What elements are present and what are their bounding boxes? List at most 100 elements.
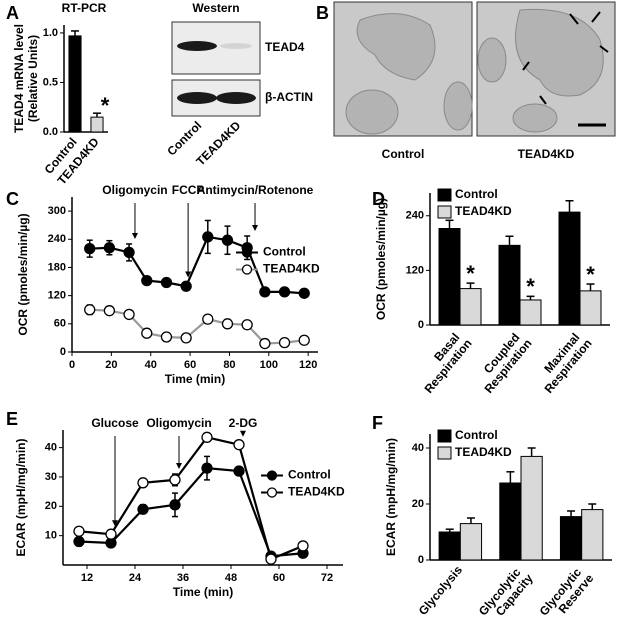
bar	[558, 211, 581, 326]
x-axis-label: Time (min)	[165, 372, 225, 386]
annotation: Oligomycin	[146, 416, 211, 430]
bar	[519, 299, 542, 326]
marker	[259, 286, 271, 298]
legend-swatch	[437, 205, 452, 219]
annotation-arrowhead	[185, 271, 192, 278]
annotation-arrowhead	[131, 232, 138, 239]
x-tick-label: 60	[273, 572, 285, 584]
legend-swatch	[437, 429, 452, 443]
bar	[68, 35, 82, 133]
x-tick-label: 80	[223, 359, 235, 371]
y-tick-label: 240	[406, 210, 424, 222]
panel-letter: F	[372, 413, 383, 433]
y-tick-label: 30	[45, 471, 57, 483]
marker	[278, 286, 291, 298]
y-axis-label: ECAR (mpH/mg/min)	[384, 438, 398, 556]
band-label: β-ACTIN	[265, 90, 313, 104]
marker	[202, 231, 214, 243]
marker	[141, 327, 153, 339]
annotation: Antimycin/Rotenone	[197, 183, 314, 197]
y-axis-label: ECAR (mpH/mg/min)	[14, 439, 28, 557]
bar	[520, 455, 543, 561]
annotation-arrowhead	[240, 430, 246, 437]
annotation: Oligomycin	[102, 183, 167, 197]
y-axis-label: OCR (pmoles/min/µg)	[374, 198, 388, 320]
annotation: *	[526, 274, 535, 299]
marker	[180, 332, 192, 344]
panel-letter: D	[372, 189, 385, 209]
y-tick-label: 0	[418, 319, 424, 331]
panel-letter: B	[316, 3, 329, 23]
bar	[581, 509, 604, 561]
y-tick-label: 20	[45, 500, 57, 512]
x-tick-label: Maximal Respiration	[532, 328, 595, 396]
bar	[579, 290, 602, 326]
legend-label: TEAD4KD	[455, 445, 512, 459]
marker	[137, 477, 149, 489]
marker	[201, 431, 213, 443]
marker	[160, 331, 173, 343]
marker	[84, 304, 96, 316]
band	[220, 43, 252, 49]
x-tick-label: 48	[225, 572, 237, 584]
series-line	[89, 308, 305, 345]
bar	[499, 482, 522, 561]
x-tick-label: 24	[129, 572, 142, 584]
marker	[201, 462, 213, 474]
marker	[278, 336, 291, 349]
bar	[559, 516, 583, 561]
marker	[169, 474, 181, 486]
annotation: FCCP	[172, 183, 205, 197]
bar	[438, 531, 461, 561]
micrograph-label: Control	[382, 147, 425, 161]
marker	[160, 276, 173, 289]
panel-letter: C	[6, 189, 19, 209]
marker	[202, 313, 214, 325]
panel-letter: A	[6, 3, 19, 23]
panel-letter: E	[6, 409, 18, 429]
marker	[105, 528, 117, 540]
x-tick-label: 120	[299, 359, 317, 371]
x-tick-label: 40	[145, 359, 157, 371]
band	[177, 92, 217, 104]
legend-marker	[241, 247, 253, 258]
y-tick-label: 120	[406, 264, 424, 276]
legend-marker	[266, 487, 278, 498]
y-tick-label: 240	[48, 233, 66, 245]
marker	[73, 535, 85, 548]
marker	[73, 525, 85, 537]
marker	[137, 503, 149, 515]
x-tick-label: Glycolytic Capacity	[476, 563, 536, 627]
legend-label: Control	[455, 187, 498, 201]
y-tick-label: 40	[412, 442, 424, 454]
western-title: Western	[192, 1, 239, 15]
annotation: Glucose	[91, 416, 139, 430]
y-tick-label: 0.0	[43, 126, 58, 138]
annotation-arrowhead	[176, 463, 182, 470]
marker	[233, 465, 245, 477]
band	[177, 41, 217, 51]
y-tick-label: 60	[54, 318, 66, 330]
annotation: *	[466, 261, 475, 286]
legend-marker	[266, 470, 278, 481]
x-tick-label: 0	[69, 359, 75, 371]
annotation: 2-DG	[229, 416, 258, 430]
marker	[298, 287, 310, 299]
marker	[141, 274, 153, 287]
legend-label: Control	[263, 245, 306, 259]
marker	[169, 499, 181, 511]
chart-title: RT-PCR	[62, 1, 107, 15]
marker	[103, 242, 116, 254]
marker	[297, 540, 309, 552]
x-tick-label: 100	[260, 359, 278, 371]
marker	[180, 280, 192, 292]
series-line	[78, 436, 304, 561]
micrograph	[476, 1, 616, 137]
y-axis-label: OCR (pmoles/min/µg)	[16, 213, 30, 335]
y-tick-label: 0	[60, 346, 66, 358]
x-tick-label: 72	[321, 572, 333, 584]
marker	[84, 243, 96, 255]
marker	[241, 319, 253, 331]
x-tick-label: 60	[184, 359, 196, 371]
